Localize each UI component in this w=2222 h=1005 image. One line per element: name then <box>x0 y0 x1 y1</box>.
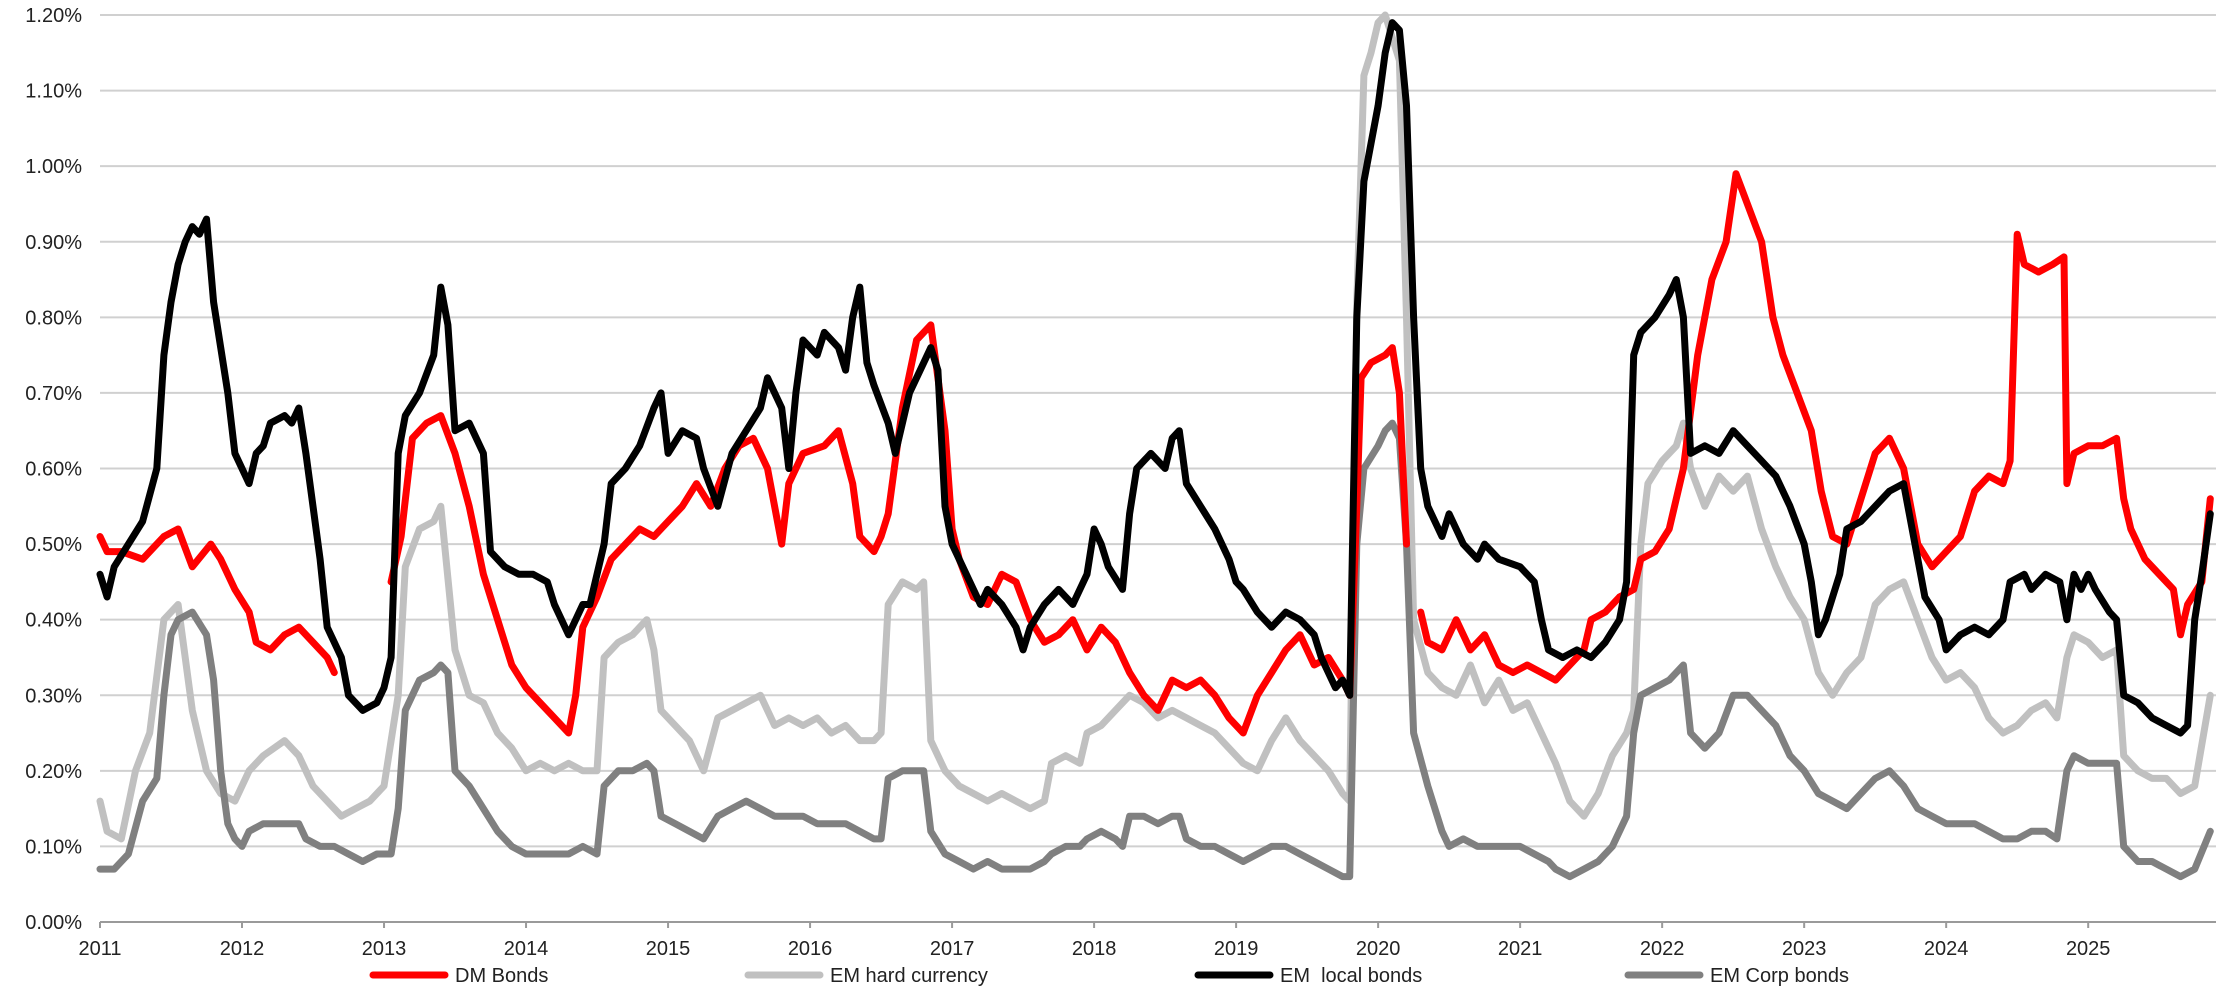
legend-label: DM Bonds <box>455 965 548 987</box>
gridlines <box>100 14 2216 923</box>
x-tick-label: 2021 <box>1498 938 1543 960</box>
series-line-em-local-bonds <box>96 19 2214 737</box>
x-tick-label: 2016 <box>788 938 833 960</box>
x-tick-label: 2024 <box>1924 938 1969 960</box>
x-tick-label: 2019 <box>1214 938 1259 960</box>
x-tick-label: 2013 <box>362 938 407 960</box>
series-line-em-hard-currency <box>96 11 2214 843</box>
x-tick-label: 2014 <box>504 938 549 960</box>
y-tick-label: 0.20% <box>25 761 82 783</box>
y-tick-label: 0.40% <box>25 610 82 632</box>
x-tick-label: 2022 <box>1640 938 1685 960</box>
x-tick-label: 2020 <box>1356 938 1401 960</box>
x-tick-label: 2011 <box>78 938 121 960</box>
series-line-em-corp-bonds <box>96 419 2214 881</box>
legend-label: EM local bonds <box>1280 965 1422 987</box>
y-tick-label: 1.10% <box>25 81 82 103</box>
x-axis-tick-labels: 2011 2012 2013 2014 2015 2016 2017 2018 2019 2020… <box>78 922 2110 960</box>
y-axis-tick-labels: 0.00% 0.10% 0.20% 0.30% 0.40% 0.50% 0.60% 0.70%… <box>25 5 82 934</box>
y-tick-label: 0.80% <box>25 307 82 329</box>
y-tick-label: 0.90% <box>25 232 82 254</box>
legend-label: EM hard currency <box>830 965 988 987</box>
x-tick-label: 2018 <box>1072 938 1117 960</box>
y-tick-label: 1.20% <box>25 5 82 27</box>
series-line-dm-bonds <box>96 170 2214 737</box>
y-tick-label: 1.00% <box>25 156 82 178</box>
x-tick-label: 2025 <box>2066 938 2111 960</box>
series-lines <box>96 11 2214 881</box>
x-tick-label: 2015 <box>646 938 691 960</box>
y-tick-label: 0.70% <box>25 383 82 405</box>
y-tick-label: 0.50% <box>25 534 82 556</box>
legend: DM Bonds EM hard currency EM local bonds EM… <box>369 965 1849 987</box>
x-tick-label: 2012 <box>220 938 265 960</box>
y-tick-label: 0.60% <box>25 459 82 481</box>
y-tick-label: 0.30% <box>25 685 82 707</box>
y-tick-label: 0.00% <box>25 912 82 934</box>
legend-label: EM Corp bonds <box>1710 965 1849 987</box>
x-tick-label: 2017 <box>930 938 975 960</box>
x-tick-label: 2023 <box>1782 938 1827 960</box>
y-tick-label: 0.10% <box>25 836 82 858</box>
